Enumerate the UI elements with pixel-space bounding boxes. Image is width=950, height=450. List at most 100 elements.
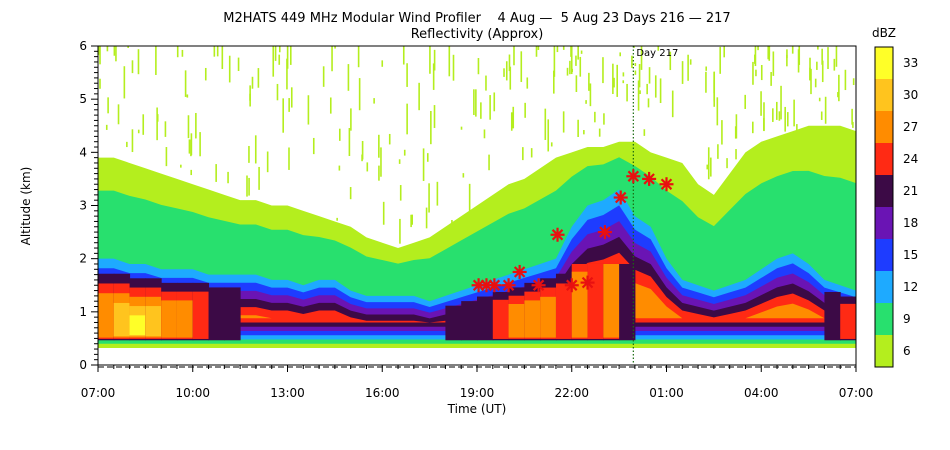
reflectivity-speck	[786, 54, 788, 67]
reflectivity-speck	[796, 124, 798, 131]
reflectivity-speck	[334, 46, 336, 49]
reflectivity-speck	[744, 94, 746, 109]
reflectivity-core	[176, 300, 194, 338]
reflectivity-speck	[248, 145, 250, 163]
reflectivity-speck	[433, 49, 436, 71]
reflectivity-speck	[361, 154, 363, 162]
asterisk-stroke	[599, 226, 611, 238]
reflectivity-speck	[526, 77, 529, 89]
y-tick-label: 2	[79, 252, 87, 266]
reflectivity-speck	[776, 101, 778, 120]
reflectivity-speck	[648, 67, 651, 84]
reflectivity-speck	[246, 175, 248, 197]
reflectivity-speck	[485, 75, 487, 91]
reflectivity-speck	[127, 46, 129, 48]
reflectivity-speck	[249, 85, 251, 107]
reflectivity-speck	[483, 129, 486, 139]
reflectivity-speck	[165, 147, 168, 167]
reflectivity-speck	[123, 66, 126, 99]
reflectivity-speck	[448, 46, 451, 77]
reflectivity-speck	[613, 77, 615, 88]
reflectivity-field	[98, 125, 856, 348]
x-tick-label: 10:00	[175, 386, 210, 400]
reflectivity-speck	[634, 70, 637, 75]
reflectivity-speck	[432, 63, 435, 90]
reflectivity-speck	[190, 169, 193, 176]
reflectivity-speck	[422, 148, 425, 181]
reflectivity-speck	[366, 162, 369, 172]
reflectivity-speck	[616, 64, 619, 97]
reflectivity-speck	[579, 56, 582, 77]
reflectivity-core	[145, 306, 162, 337]
reflectivity-speck	[619, 52, 621, 57]
reflectivity-speck	[237, 57, 240, 71]
reflectivity-speck	[671, 90, 674, 118]
reflectivity-speck	[838, 74, 840, 102]
reflectivity-core	[587, 263, 604, 339]
reflectivity-core	[461, 301, 478, 341]
reflectivity-speck	[821, 60, 824, 83]
reflectivity-speck	[473, 89, 475, 115]
reflectivity-speck	[770, 72, 772, 86]
reflectivity-speck	[721, 120, 723, 145]
reflectivity-core	[98, 293, 115, 338]
reflectivity-speck	[155, 46, 157, 75]
reflectivity-speck	[180, 164, 182, 168]
reflectivity-speck	[626, 83, 628, 102]
reflectivity-speck	[436, 181, 439, 206]
reflectivity-speck	[433, 105, 436, 128]
reflectivity-speck	[810, 68, 812, 95]
reflectivity-speck	[768, 46, 771, 61]
reflectivity-speck	[852, 121, 854, 128]
reflectivity-speck	[425, 207, 428, 229]
x-tick-label: 04:00	[744, 386, 779, 400]
reflectivity-speck	[809, 57, 811, 81]
chart-subtitle: Reflectivity (Approx)	[411, 27, 544, 42]
reflectivity-speck	[329, 97, 332, 114]
asterisk-stroke	[643, 173, 655, 185]
reflectivity-speck	[117, 104, 120, 125]
y-tick-label: 6	[79, 39, 87, 53]
colorbar-swatch	[875, 111, 893, 143]
reflectivity-speck	[844, 69, 847, 91]
colorbar-swatch	[875, 271, 893, 303]
reflectivity-speck	[378, 165, 380, 181]
reflectivity-speck	[588, 72, 590, 91]
reflectivity-speck	[248, 177, 250, 196]
reflectivity-speck	[142, 114, 145, 135]
reflectivity-speck	[258, 166, 260, 190]
x-tick-label: 13:00	[270, 386, 305, 400]
reflectivity-speck	[513, 46, 515, 66]
reflectivity-speck	[215, 164, 217, 182]
asterisk-marker	[626, 169, 641, 184]
reflectivity-speck	[763, 102, 765, 132]
reflectivity-speck	[654, 75, 657, 98]
reflectivity-speck	[633, 46, 635, 48]
reflectivity-speck	[184, 70, 187, 97]
reflectivity-speck	[752, 121, 754, 134]
reflectivity-core	[540, 296, 557, 338]
reflectivity-speck	[598, 128, 601, 137]
reflectivity-speck	[348, 127, 351, 157]
reflectivity-speck	[331, 46, 333, 72]
reflectivity-speck	[705, 71, 707, 93]
reflectivity-speck	[575, 75, 578, 92]
y-tick-label: 3	[79, 199, 87, 213]
reflectivity-speck	[705, 66, 708, 71]
reflectivity-speck	[187, 115, 190, 139]
reflectivity-speck	[622, 72, 625, 77]
reflectivity-speck	[307, 95, 310, 125]
reflectivity-speck	[657, 46, 660, 51]
reflectivity-speck	[585, 100, 587, 104]
reflectivity-speck	[477, 58, 480, 75]
reflectivity-core	[492, 299, 510, 339]
colorbar: dBZ 6 9 12 15 18 21 24 27 30 33	[872, 26, 918, 368]
reflectivity-speck	[827, 47, 829, 70]
reflectivity-speck	[820, 111, 823, 120]
reflectivity-speck	[537, 46, 540, 51]
reflectivity-speck	[493, 92, 496, 112]
reflectivity-speck	[106, 46, 109, 52]
asterisk-stroke	[627, 170, 640, 182]
asterisk-marker	[580, 275, 595, 290]
y-axis: 0 1 2 3 4 5 6	[79, 39, 98, 372]
